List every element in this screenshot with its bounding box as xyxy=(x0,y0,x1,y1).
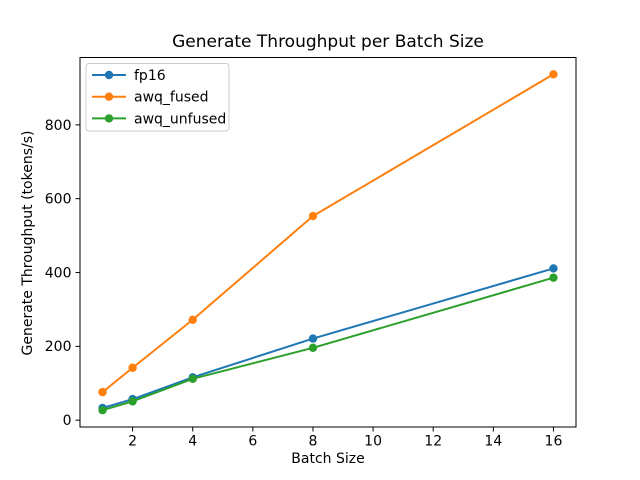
series-marker-awq_fused xyxy=(549,70,558,79)
series-marker-awq_fused xyxy=(128,363,137,372)
series-marker-awq_fused xyxy=(188,315,197,324)
x-tick-label: 14 xyxy=(484,434,502,450)
legend-marker-awq_fused xyxy=(104,92,114,101)
legend-label-awq_fused: awq_fused xyxy=(134,90,209,106)
y-axis-label: Generate Throughput (tokens/s) xyxy=(20,130,36,356)
x-axis-label: Batch Size xyxy=(291,451,365,467)
series-marker-awq_unfused xyxy=(128,397,137,406)
series-line-awq_unfused xyxy=(102,276,554,412)
x-tick-label: 6 xyxy=(248,434,257,450)
legend-marker-fp16 xyxy=(104,70,114,80)
series-marker-awq_fused xyxy=(308,211,318,221)
x-tick-label: 16 xyxy=(545,434,563,450)
legend-marker-awq_unfused xyxy=(104,114,114,123)
y-tick-label: 800 xyxy=(45,118,72,134)
series-marker-awq_unfused xyxy=(188,374,197,384)
series-marker-fp16 xyxy=(308,334,318,343)
chart-title: Generate Throughput per Batch Size xyxy=(172,32,484,52)
plot-frame xyxy=(79,57,577,428)
legend-label-fp16: fp16 xyxy=(134,68,166,84)
y-tick-label: 0 xyxy=(63,413,72,429)
x-tick-label: 2 xyxy=(128,434,137,450)
x-tick-label: 12 xyxy=(424,434,442,450)
x-tick-label: 10 xyxy=(364,434,382,450)
series-marker-awq_unfused xyxy=(308,343,318,353)
y-tick-label: 600 xyxy=(45,192,72,208)
x-tick-label: 4 xyxy=(188,434,197,450)
x-tick-label: 8 xyxy=(309,434,318,450)
series-marker-fp16 xyxy=(549,264,558,273)
y-tick-label: 400 xyxy=(45,265,72,281)
legend-label-awq_unfused: awq_unfused xyxy=(134,111,226,127)
y-tick-label: 200 xyxy=(45,339,72,355)
series-marker-awq_fused xyxy=(98,387,107,397)
series-marker-awq_unfused xyxy=(98,406,107,415)
series-marker-awq_unfused xyxy=(549,273,558,282)
legend-box xyxy=(85,63,230,132)
